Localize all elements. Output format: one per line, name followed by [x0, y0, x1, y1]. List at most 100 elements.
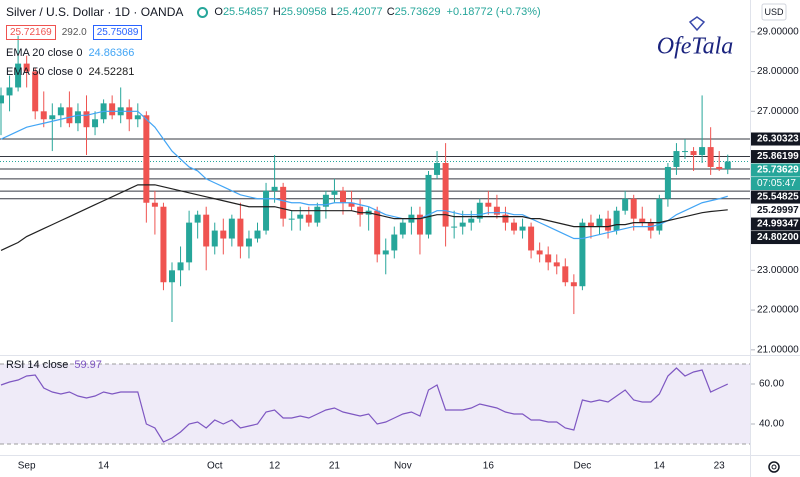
candle-body: [570, 282, 577, 287]
level-label: 24.80200: [757, 232, 799, 243]
candle-body: [245, 238, 252, 247]
ema20-name: EMA 20 close 0: [6, 47, 83, 59]
x-tick-label: 21: [329, 461, 341, 472]
ema-line: [0, 184, 728, 251]
candle-body: [562, 266, 569, 283]
ema-line: [0, 110, 728, 240]
ema50-legend: EMA 50 close 0 24.52281: [6, 66, 134, 78]
candle-body: [15, 63, 22, 88]
currency: USD: [764, 7, 784, 17]
candle-body: [613, 210, 620, 231]
rsi-tick-label: 60.00: [759, 379, 784, 390]
level-label-box: [751, 190, 800, 204]
candle-body: [476, 202, 483, 219]
candle-body: [263, 190, 270, 231]
level-label: 25.29997: [757, 205, 799, 216]
y-tick-label: 28.00000: [757, 66, 799, 77]
countdown-box: [751, 177, 800, 191]
candle-body: [134, 115, 141, 120]
candle-body: [587, 222, 594, 227]
symbol-legend: Silver / U.S. Dollar · 1D · OANDA O 25.54…: [6, 5, 541, 19]
candle-body: [237, 218, 244, 247]
x-tick-label: 14: [654, 461, 666, 472]
level-label: 24.99347: [757, 219, 799, 230]
x-tick-label: 16: [483, 461, 495, 472]
countdown: 07:05:47: [757, 178, 796, 189]
candle-body: [682, 151, 688, 153]
market-status: [197, 6, 209, 18]
candle-body: [690, 151, 697, 156]
candle-body: [699, 147, 706, 156]
candle-body: [314, 206, 321, 223]
candle-body: [186, 222, 193, 263]
price-change: +0.18772 (+0.73%): [446, 6, 541, 18]
candle-body: [23, 63, 30, 72]
ask-price[interactable]: 25.75089: [92, 25, 143, 40]
candle-body: [203, 214, 210, 247]
candle-body: [280, 186, 287, 219]
level-label-box: [751, 231, 800, 245]
candle-body: [6, 87, 13, 96]
y-tick-label: 22.00000: [757, 305, 799, 316]
candle-body: [254, 230, 261, 239]
candle-body: [528, 226, 535, 251]
candle-body: [707, 147, 714, 167]
candle-body: [553, 262, 560, 267]
spread: 292.0: [61, 27, 87, 38]
ohlc-value: 25.54857: [222, 6, 269, 18]
symbol-title: Silver / U.S. Dollar · 1D · OANDA: [6, 5, 184, 19]
candle-body: [109, 103, 116, 116]
ohlc-value: 25.42077: [336, 6, 383, 18]
ohlc-value: 25.90958: [280, 6, 327, 18]
currency-box[interactable]: [761, 3, 787, 21]
candle-body: [485, 202, 492, 207]
y-tick-label: 29.00000: [757, 26, 799, 37]
candle-body: [340, 190, 346, 203]
x-tick-label: Dec: [574, 461, 592, 472]
ohlc-label: C: [386, 6, 395, 18]
candle-body: [622, 198, 629, 211]
bid-price[interactable]: 25.72169: [6, 25, 56, 40]
ohlc-label: H: [272, 6, 281, 18]
candle-body: [126, 107, 133, 120]
level-label: 25.54825: [757, 192, 799, 203]
candle-body: [639, 218, 646, 223]
candle-body: [211, 230, 218, 247]
candle-body: [716, 166, 723, 170]
candle-body: [331, 190, 338, 195]
ohlc-label: L: [330, 6, 337, 18]
x-tick-label: 12: [269, 461, 281, 472]
settings-icon[interactable]: [768, 461, 780, 473]
candle-body: [511, 222, 517, 231]
candle-body: [545, 254, 552, 263]
rsi-name: RSI 14 close: [6, 359, 69, 371]
candle-body: [519, 226, 526, 231]
candle-body: [579, 222, 586, 287]
ema50-value: 24.52281: [88, 66, 135, 78]
candle-body: [194, 214, 201, 223]
candle-body: [416, 214, 423, 235]
candle-body: [169, 270, 175, 283]
level-label-box: [751, 150, 800, 164]
candle-body: [374, 210, 381, 255]
candle-body: [399, 222, 406, 235]
candle-body: [74, 111, 81, 124]
candle-body: [271, 186, 278, 191]
level-label-box: [751, 217, 800, 231]
candle-body: [605, 218, 612, 231]
candle-body: [596, 218, 603, 227]
rsi-value: 59.97: [74, 359, 102, 371]
candle-body: [297, 214, 304, 219]
y-tick-label: 21.00000: [757, 344, 799, 355]
candle-body: [40, 111, 47, 120]
x-tick-label: Oct: [207, 461, 223, 472]
candle-body: [724, 161, 731, 170]
candle-body: [66, 107, 73, 124]
candle-body: [459, 222, 466, 227]
ema50-name: EMA 50 close 0: [6, 66, 83, 78]
candle-body: [357, 206, 364, 215]
gear-center: [771, 464, 777, 470]
logo-text: OfeTala: [657, 34, 733, 60]
x-tick-label: Nov: [394, 461, 412, 472]
